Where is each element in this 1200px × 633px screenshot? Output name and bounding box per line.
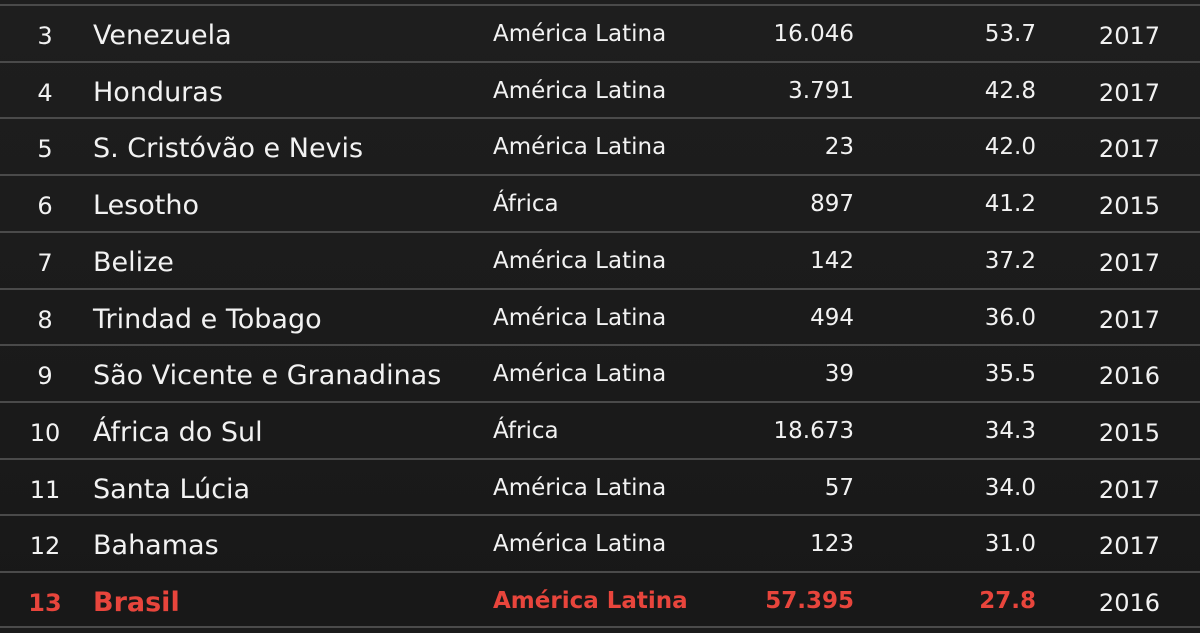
rank-cell: 12 xyxy=(29,532,61,561)
table-row: 13 Brasil América Latina 57.395 27.8 2016 xyxy=(0,571,1200,628)
rate-cell: 35.5 xyxy=(984,361,1036,388)
country-cell: Honduras xyxy=(93,76,223,108)
rate-cell: 27.8 xyxy=(979,588,1036,614)
table-row: 10 África do Sul África 18.673 34.3 2015 xyxy=(0,400,1200,458)
region-cell: América Latina xyxy=(493,474,667,501)
country-cell: Bahamas xyxy=(93,530,219,562)
rank-cell: 11 xyxy=(29,475,61,504)
table-row: 3 Venezuela América Latina 16.046 53.7 2017 xyxy=(0,4,1200,61)
region-cell: África xyxy=(493,417,559,444)
country-cell: S. Cristóvão e Nevis xyxy=(93,133,364,165)
rank-cell: 8 xyxy=(37,305,53,334)
year-cell: 2017 xyxy=(1098,78,1160,107)
rank-cell: 13 xyxy=(28,589,62,617)
region-cell: América Latina xyxy=(493,77,667,104)
region-cell: América Latina xyxy=(493,134,667,161)
year-cell: 2017 xyxy=(1098,135,1160,164)
country-cell: Lesotho xyxy=(93,190,199,222)
region-cell: América Latina xyxy=(493,531,667,558)
rate-cell: 53.7 xyxy=(984,21,1036,47)
rate-cell: 37.2 xyxy=(984,247,1036,274)
rank-cell: 10 xyxy=(29,418,61,447)
region-cell: África xyxy=(493,191,559,218)
country-cell: Santa Lúcia xyxy=(93,473,251,505)
rank-cell: 4 xyxy=(37,78,53,107)
rate-cell: 42.8 xyxy=(984,77,1036,104)
country-cell: Brasil xyxy=(93,587,180,618)
count-cell: 23 xyxy=(824,134,854,161)
year-cell: 2016 xyxy=(1098,589,1160,617)
table-row: 7 Belize América Latina 142 37.2 2017 xyxy=(0,230,1200,288)
table-row: 8 Trindad e Tobago América Latina 494 36.0 20… xyxy=(0,287,1200,345)
region-cell: América Latina xyxy=(493,21,667,47)
country-cell: Belize xyxy=(93,246,174,278)
country-cell: Trindad e Tobago xyxy=(93,303,322,335)
rank-cell: 6 xyxy=(37,192,53,221)
country-cell: Venezuela xyxy=(93,20,232,51)
rate-cell: 34.3 xyxy=(984,417,1036,444)
table-row: 9 São Vicente e Granadinas América Latina 3… xyxy=(0,344,1200,401)
rate-cell: 36.0 xyxy=(984,304,1036,331)
table-row: 6 Lesotho África 897 41.2 2015 xyxy=(0,174,1200,231)
rate-cell: 42.0 xyxy=(984,134,1036,161)
country-cell: São Vicente e Granadinas xyxy=(93,360,442,392)
rank-cell: 9 xyxy=(37,362,53,391)
count-cell: 3.791 xyxy=(788,77,854,104)
count-cell: 57.395 xyxy=(765,588,854,614)
year-cell: 2017 xyxy=(1098,475,1160,504)
table-row: 5 S. Cristóvão e Nevis América Latina 23 42.… xyxy=(0,117,1200,174)
count-cell: 123 xyxy=(810,531,854,558)
count-cell: 142 xyxy=(810,247,854,274)
region-cell: América Latina xyxy=(493,361,667,388)
count-cell: 16.046 xyxy=(773,21,854,47)
year-cell: 2017 xyxy=(1098,305,1160,334)
table-row: 12 Bahamas América Latina 123 31.0 2017 xyxy=(0,514,1200,571)
rank-cell: 3 xyxy=(37,22,53,50)
table-row: 4 Honduras América Latina 3.791 42.8 2017 xyxy=(0,60,1200,118)
year-cell: 2016 xyxy=(1098,362,1160,391)
country-cell: África do Sul xyxy=(93,416,263,448)
region-cell: América Latina xyxy=(493,588,688,614)
count-cell: 897 xyxy=(810,191,854,218)
rank-cell: 5 xyxy=(37,135,53,164)
year-cell: 2017 xyxy=(1098,532,1160,561)
region-cell: América Latina xyxy=(493,304,667,331)
rate-cell: 41.2 xyxy=(984,191,1036,218)
rate-cell: 34.0 xyxy=(984,474,1036,501)
rate-cell: 31.0 xyxy=(984,531,1036,558)
year-cell: 2015 xyxy=(1098,192,1160,221)
table-row: 11 Santa Lúcia América Latina 57 34.0 2017 xyxy=(0,457,1200,515)
region-cell: América Latina xyxy=(493,247,667,274)
year-cell: 2017 xyxy=(1098,248,1160,277)
year-cell: 2017 xyxy=(1098,22,1160,50)
count-cell: 57 xyxy=(824,474,854,501)
count-cell: 494 xyxy=(810,304,854,331)
count-cell: 18.673 xyxy=(773,417,854,444)
year-cell: 2015 xyxy=(1098,418,1160,447)
rank-cell: 7 xyxy=(37,248,53,277)
count-cell: 39 xyxy=(824,361,854,388)
